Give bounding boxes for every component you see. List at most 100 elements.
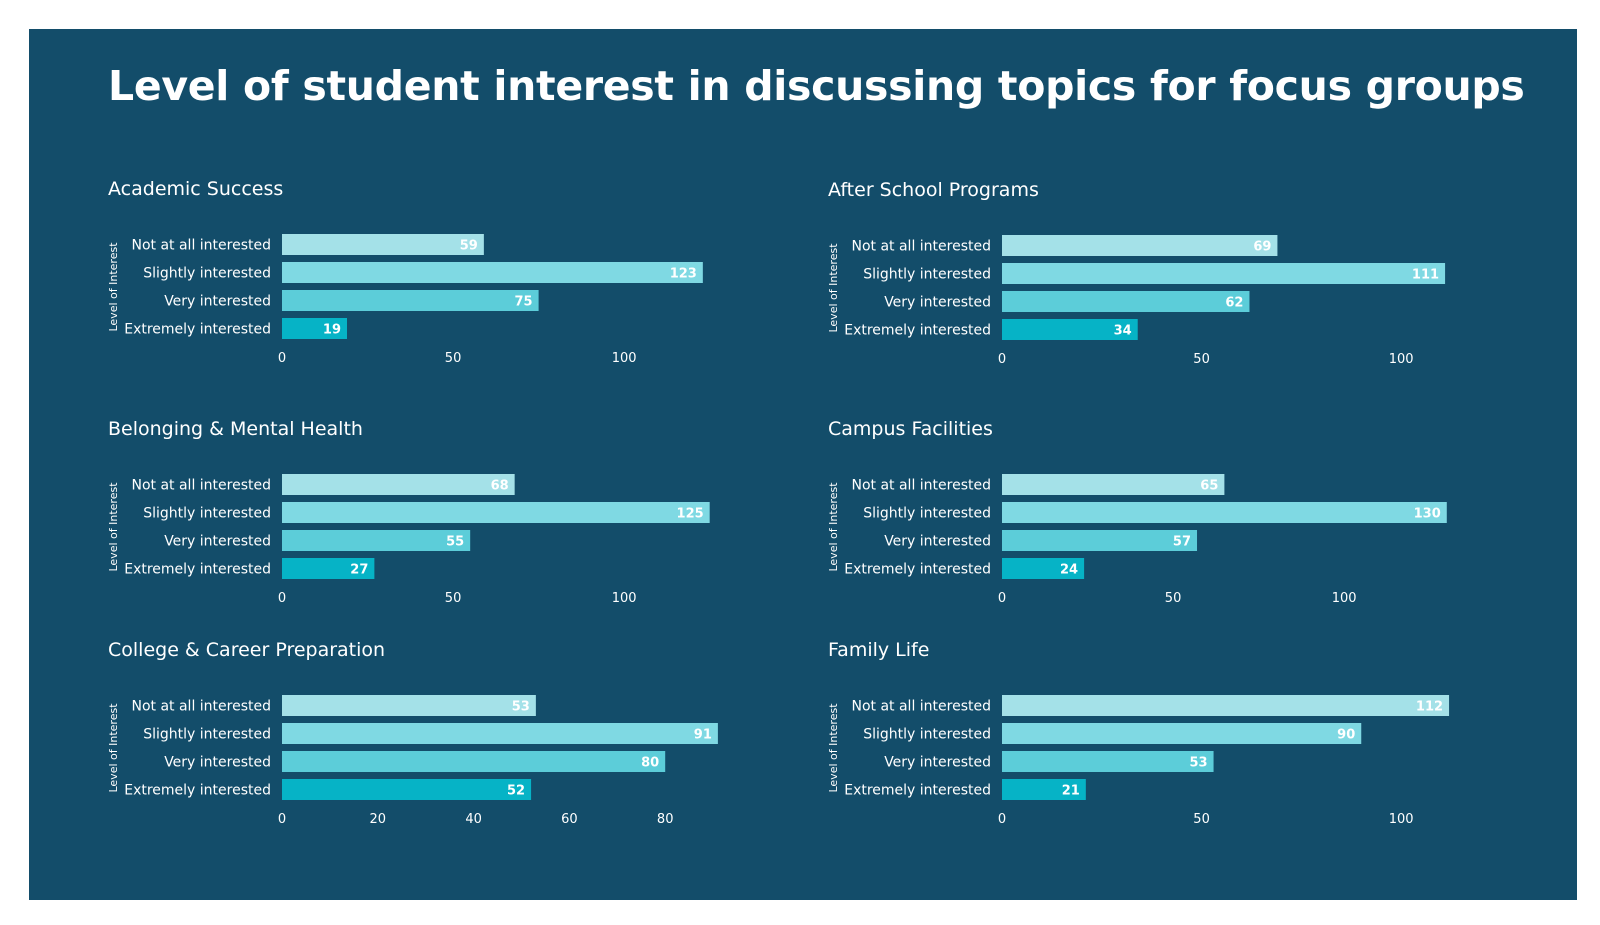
- bar: [282, 530, 471, 551]
- category-label: Very interested: [164, 755, 271, 771]
- data-label: 112: [1416, 700, 1443, 715]
- y-axis-title: Level of Interest: [827, 243, 840, 333]
- bar: [1002, 751, 1214, 772]
- category-label: Slightly interested: [863, 506, 991, 522]
- x-tick-label: 40: [465, 812, 482, 827]
- data-label: 52: [507, 784, 525, 799]
- chart-title: Family Life: [828, 639, 930, 661]
- category-label: Extremely interested: [124, 783, 271, 799]
- x-tick-label: 0: [998, 352, 1006, 367]
- data-label: 130: [1414, 507, 1441, 522]
- category-label: Slightly interested: [143, 506, 271, 522]
- bar: [282, 558, 375, 579]
- x-tick-label: 60: [561, 812, 578, 827]
- data-label: 21: [1062, 784, 1080, 799]
- x-tick-label: 0: [998, 591, 1006, 606]
- data-label: 53: [512, 700, 530, 715]
- chart-college-career-preparation: College & Career Preparation Level of In…: [107, 639, 828, 859]
- bar: [282, 474, 515, 495]
- bar: [282, 779, 532, 800]
- x-tick-label: 0: [998, 812, 1006, 827]
- bar: [282, 695, 536, 716]
- bar: [282, 502, 710, 523]
- data-label: 59: [460, 239, 478, 254]
- bar: [282, 751, 666, 772]
- category-label: Not at all interested: [131, 699, 271, 715]
- x-tick-label: 50: [1193, 812, 1210, 827]
- data-label: 34: [1114, 324, 1132, 339]
- category-label: Extremely interested: [124, 562, 271, 578]
- x-tick-label: 100: [612, 351, 637, 366]
- data-label: 62: [1225, 296, 1243, 311]
- bar: [282, 318, 348, 339]
- data-label: 68: [491, 479, 509, 494]
- chart-title: College & Career Preparation: [108, 639, 386, 661]
- x-tick-label: 50: [445, 591, 462, 606]
- category-label: Very interested: [884, 295, 991, 311]
- data-label: 91: [694, 728, 712, 743]
- y-axis-title: Level of Interest: [107, 703, 120, 793]
- y-axis-title: Level of Interest: [827, 482, 840, 572]
- chart-title: Academic Success: [108, 178, 284, 200]
- category-label: Extremely interested: [844, 323, 991, 339]
- category-label: Extremely interested: [124, 322, 271, 338]
- category-label: Not at all interested: [851, 239, 991, 255]
- category-label: Very interested: [164, 294, 271, 310]
- data-label: 19: [323, 323, 341, 338]
- y-axis-title: Level of Interest: [107, 242, 120, 332]
- bar: [1002, 263, 1446, 284]
- category-label: Not at all interested: [851, 478, 991, 494]
- x-tick-label: 20: [370, 812, 387, 827]
- x-tick-label: 0: [278, 351, 286, 366]
- chart-plot: Level of Interest Not at all interested 11…: [827, 695, 1450, 827]
- x-tick-label: 100: [1389, 812, 1414, 827]
- category-label: Slightly interested: [143, 727, 271, 743]
- category-label: Extremely interested: [844, 562, 991, 578]
- bar: [1002, 723, 1362, 744]
- y-axis-title: Level of Interest: [827, 703, 840, 793]
- bar: [1002, 291, 1250, 312]
- data-label: 69: [1253, 240, 1271, 255]
- x-tick-label: 100: [612, 591, 637, 606]
- chart-after-school-programs: After School Programs Level of Interest N…: [827, 179, 1548, 399]
- bar: [282, 234, 484, 255]
- data-label: 53: [1189, 756, 1207, 771]
- chart-title: Campus Facilities: [828, 418, 993, 440]
- bar: [1002, 695, 1450, 716]
- data-label: 90: [1337, 728, 1355, 743]
- data-label: 80: [641, 756, 659, 771]
- y-axis-title: Level of Interest: [107, 482, 120, 572]
- data-label: 55: [446, 535, 464, 550]
- bar: [1002, 474, 1225, 495]
- bar: [1002, 319, 1138, 340]
- data-label: 125: [677, 507, 704, 522]
- bar: [282, 290, 539, 311]
- chart-title: After School Programs: [828, 179, 1039, 201]
- chart-family-life: Family Life Level of Interest Not at all …: [827, 639, 1548, 859]
- category-label: Slightly interested: [863, 267, 991, 283]
- chart-plot: Level of Interest Not at all interested 69…: [827, 235, 1446, 367]
- x-tick-label: 0: [278, 812, 286, 827]
- bar: [1002, 779, 1086, 800]
- chart-campus-facilities: Campus Facilities Level of Interest Not a…: [827, 418, 1548, 638]
- data-label: 24: [1060, 563, 1078, 578]
- category-label: Slightly interested: [143, 266, 271, 282]
- chart-plot: Level of Interest Not at all interested 59…: [107, 234, 703, 366]
- bar: [282, 723, 718, 744]
- x-tick-label: 80: [657, 812, 674, 827]
- category-label: Very interested: [164, 534, 271, 550]
- category-label: Slightly interested: [863, 727, 991, 743]
- chart-academic-success: Academic Success Level of Interest Not at…: [107, 178, 828, 398]
- x-tick-label: 100: [1389, 352, 1414, 367]
- chart-title: Belonging & Mental Health: [108, 418, 363, 440]
- data-label: 65: [1200, 479, 1218, 494]
- data-label: 57: [1173, 535, 1191, 550]
- bar: [282, 262, 703, 283]
- x-tick-label: 50: [445, 351, 462, 366]
- category-label: Not at all interested: [851, 699, 991, 715]
- bar: [1002, 502, 1447, 523]
- category-label: Very interested: [884, 534, 991, 550]
- data-label: 111: [1412, 268, 1439, 283]
- chart-plot: Level of Interest Not at all interested 65…: [827, 474, 1447, 606]
- data-label: 75: [515, 295, 533, 310]
